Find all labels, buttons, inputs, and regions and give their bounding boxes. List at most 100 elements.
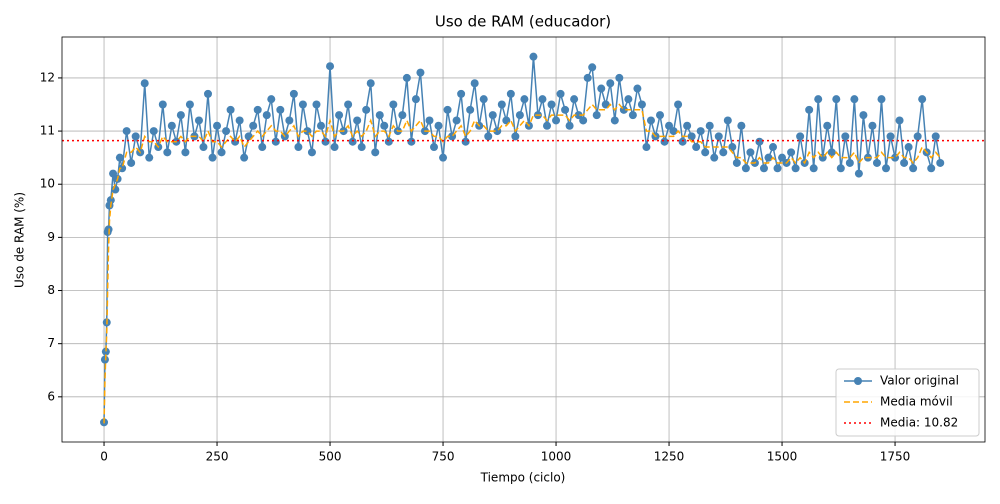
- data-point: [222, 127, 231, 136]
- data-point: [199, 143, 208, 152]
- data-point: [289, 89, 298, 98]
- data-point: [106, 196, 115, 205]
- data-point: [484, 132, 493, 141]
- data-point: [642, 143, 651, 152]
- series-line: [103, 103, 941, 424]
- data-point: [425, 116, 434, 125]
- data-point: [452, 116, 461, 125]
- data-point: [488, 111, 497, 120]
- data-point: [330, 143, 339, 152]
- data-point: [158, 100, 167, 109]
- data-point: [854, 169, 863, 178]
- data-point: [402, 73, 411, 82]
- data-point: [588, 63, 597, 72]
- data-point: [904, 143, 913, 152]
- data-point: [723, 116, 732, 125]
- y-tick-label: 10: [40, 177, 55, 191]
- data-point: [628, 111, 637, 120]
- data-point: [101, 347, 110, 356]
- data-point: [900, 158, 909, 167]
- data-point: [407, 137, 416, 146]
- data-point: [678, 137, 687, 146]
- x-tick-label: 1500: [767, 450, 798, 464]
- legend-label: Media: 10.82: [880, 416, 958, 430]
- data-point: [167, 121, 176, 130]
- data-point: [307, 148, 316, 157]
- data-point: [656, 111, 665, 120]
- y-tick-label: 11: [40, 124, 55, 138]
- data-point: [258, 143, 267, 152]
- data-point: [827, 148, 836, 157]
- data-point: [579, 116, 588, 125]
- y-axis-label: Uso de RAM (%): [13, 192, 27, 288]
- data-point: [741, 164, 750, 173]
- data-point: [470, 79, 479, 88]
- data-point: [249, 121, 258, 130]
- x-tick-label: 1750: [880, 450, 911, 464]
- y-tick-label: 8: [47, 283, 55, 297]
- data-point: [348, 137, 357, 146]
- data-point: [606, 79, 615, 88]
- data-point: [213, 121, 222, 130]
- data-point: [312, 100, 321, 109]
- data-point: [497, 100, 506, 109]
- data-point: [719, 148, 728, 157]
- data-point: [538, 95, 547, 104]
- data-point: [877, 95, 886, 104]
- legend-label: Media móvil: [880, 395, 953, 409]
- data-point: [737, 121, 746, 130]
- data-point: [570, 95, 579, 104]
- data-point: [773, 164, 782, 173]
- data-point: [163, 148, 172, 157]
- data-point: [235, 116, 244, 125]
- data-point: [674, 100, 683, 109]
- data-point: [710, 153, 719, 162]
- x-tick-label: 250: [206, 450, 229, 464]
- data-point: [176, 111, 185, 120]
- data-point: [561, 105, 570, 114]
- data-point: [457, 89, 466, 98]
- data-point: [746, 148, 755, 157]
- data-point: [592, 111, 601, 120]
- data-point: [298, 100, 307, 109]
- legend-box: [835, 368, 980, 437]
- data-point: [624, 95, 633, 104]
- data-point: [226, 105, 235, 114]
- data-point: [823, 121, 832, 130]
- data-point: [714, 132, 723, 141]
- data-point: [506, 89, 515, 98]
- data-point: [633, 84, 642, 93]
- data-point: [271, 137, 280, 146]
- data-point: [683, 121, 692, 130]
- data-point: [326, 62, 335, 71]
- data-point: [285, 116, 294, 125]
- x-tick-label: 750: [432, 450, 455, 464]
- data-point: [217, 148, 226, 157]
- data-point: [565, 121, 574, 130]
- data-point: [615, 73, 624, 82]
- data-point: [380, 121, 389, 130]
- data-point: [294, 143, 303, 152]
- data-point: [669, 127, 678, 136]
- data-point: [769, 143, 778, 152]
- data-point: [850, 95, 859, 104]
- data-point: [267, 95, 276, 104]
- data-point: [181, 148, 190, 157]
- data-point: [353, 116, 362, 125]
- data-point: [366, 79, 375, 88]
- data-point: [109, 169, 118, 178]
- data-point: [696, 127, 705, 136]
- plot-frame: [61, 36, 986, 443]
- data-point: [845, 158, 854, 167]
- data-point: [868, 121, 877, 130]
- data-point: [764, 153, 773, 162]
- data-point: [547, 100, 556, 109]
- data-point: [466, 105, 475, 114]
- chart-title: Uso de RAM (educador): [435, 13, 611, 31]
- data-point: [375, 111, 384, 120]
- data-point: [203, 89, 212, 98]
- data-point: [646, 116, 655, 125]
- data-point: [389, 100, 398, 109]
- data-point: [872, 158, 881, 167]
